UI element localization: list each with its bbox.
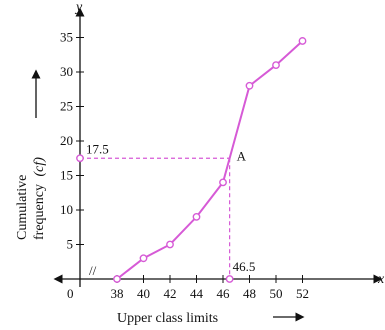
- data-point: [139, 254, 148, 263]
- data-point: [219, 178, 227, 187]
- data-point: [245, 81, 254, 90]
- data-point: [272, 61, 280, 69]
- x-tick-label: 52: [296, 286, 309, 301]
- y-axis-title-word: frequency: [32, 184, 47, 240]
- data-points: [113, 37, 307, 283]
- data-point: [298, 37, 307, 45]
- y-tick-label: 15: [60, 168, 73, 183]
- median-y-marker: [76, 154, 84, 163]
- median-x-marker: [225, 275, 234, 283]
- origin-label: 0: [67, 286, 74, 301]
- y-tick-label: 25: [60, 99, 73, 114]
- y-axis-title-line2: frequency (cf): [32, 157, 47, 240]
- y-axis-letter: y: [74, 0, 83, 15]
- y-tick-label: 35: [60, 30, 73, 45]
- median-x-label: 46.5: [233, 259, 256, 274]
- axis-break-symbol: //: [89, 263, 97, 278]
- x-tick-label: 40: [137, 286, 150, 301]
- x-axis-title: Upper class limits: [117, 311, 218, 326]
- x-ticks: 38 40 42 44 46 48 50 52: [111, 275, 309, 301]
- x-tick-label: 46: [217, 286, 231, 301]
- x-tick-label: 44: [190, 286, 204, 301]
- ogive-line: [116, 40, 304, 280]
- y-axis-title: Cumulative frequency (cf): [15, 157, 47, 240]
- data-point: [166, 240, 174, 249]
- data-point: [192, 212, 201, 221]
- y-ticks: 5 10 15 20 25 30 35: [60, 30, 84, 252]
- data-point: [113, 275, 121, 283]
- x-tick-label: 42: [164, 286, 177, 301]
- x-tick-label: 50: [270, 286, 283, 301]
- y-tick-label: 10: [60, 202, 73, 217]
- y-tick-label: 30: [60, 64, 73, 79]
- x-tick-label: 38: [111, 286, 124, 301]
- point-a-label: A: [237, 148, 247, 163]
- x-axis-letter: x: [377, 272, 385, 287]
- y-tick-label: 20: [60, 133, 73, 148]
- x-tick-label: 48: [243, 286, 256, 301]
- median-y-label: 17.5: [86, 141, 109, 156]
- y-axis-title-line1: Cumulative: [15, 175, 30, 240]
- y-axis-title-unit: (cf): [32, 157, 47, 177]
- y-tick-label: 5: [67, 237, 74, 252]
